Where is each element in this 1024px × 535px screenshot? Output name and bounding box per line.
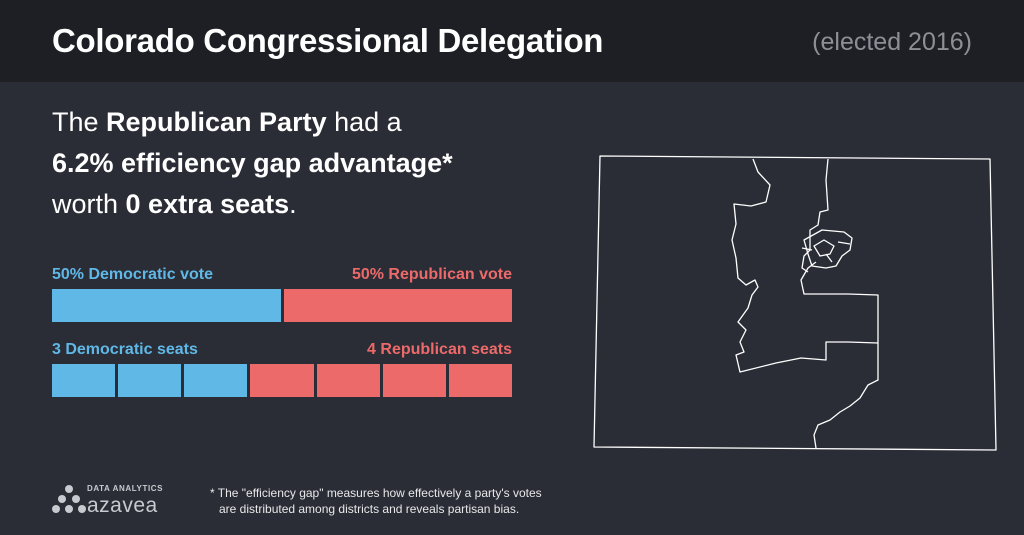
- headline-gap: 6.2% efficiency gap advantage*: [52, 148, 453, 178]
- dem-vote-bar: [52, 289, 281, 322]
- rep-seat-block: [316, 364, 380, 397]
- headline-seats: 0 extra seats: [125, 189, 290, 219]
- headline-line3-pre: worth: [52, 189, 126, 219]
- rep-seat-block: [250, 364, 314, 397]
- dem-seat-block: [184, 364, 248, 397]
- dem-seats-label: 3 Democratic seats: [52, 341, 198, 358]
- state-outline: [593, 155, 997, 451]
- header-bar: Colorado Congressional Delegation (elect…: [0, 0, 1024, 82]
- map-svg: [593, 155, 997, 451]
- colorado-district-map: [588, 150, 1008, 460]
- azavea-logo: DATA ANALYTICS azavea: [52, 482, 182, 518]
- page-title: Colorado Congressional Delegation: [52, 22, 604, 59]
- dem-seat-block: [118, 364, 182, 397]
- rep-seat-block: [448, 364, 512, 397]
- district-boundary-west: [731, 158, 879, 373]
- footnote: * The "efficiency gap" measures how effe…: [210, 485, 590, 517]
- dem-vote-label: 50% Democratic vote: [52, 266, 213, 283]
- district-boundary-north: [801, 158, 829, 273]
- footnote-line2: are distributed among districts and reve…: [219, 502, 520, 516]
- rep-seats-label: 4 Republican seats: [367, 341, 512, 358]
- rep-vote-bar: [283, 289, 512, 322]
- headline-line3-post: .: [289, 189, 297, 219]
- rep-vote-label: 50% Republican vote: [351, 266, 512, 283]
- dem-seat-block: [52, 364, 116, 397]
- footnote-line1: * The "efficiency gap" measures how effe…: [210, 486, 542, 500]
- headline-party: Republican Party: [106, 107, 327, 137]
- logo-wordmark: azavea: [87, 494, 158, 517]
- district-boundary-south: [813, 343, 879, 449]
- azavea-logo-icon: [52, 485, 86, 513]
- district-boundary-denver: [801, 229, 853, 269]
- headline-line1-pre: The: [52, 107, 107, 137]
- headline: The Republican Party had a 6.2% efficien…: [52, 102, 572, 225]
- logo-tagline: DATA ANALYTICS: [87, 484, 164, 493]
- rep-seat-block: [382, 364, 446, 397]
- page-subtitle: (elected 2016): [812, 28, 972, 56]
- headline-line1-post: had a: [326, 107, 402, 137]
- seats-chart: [52, 364, 512, 397]
